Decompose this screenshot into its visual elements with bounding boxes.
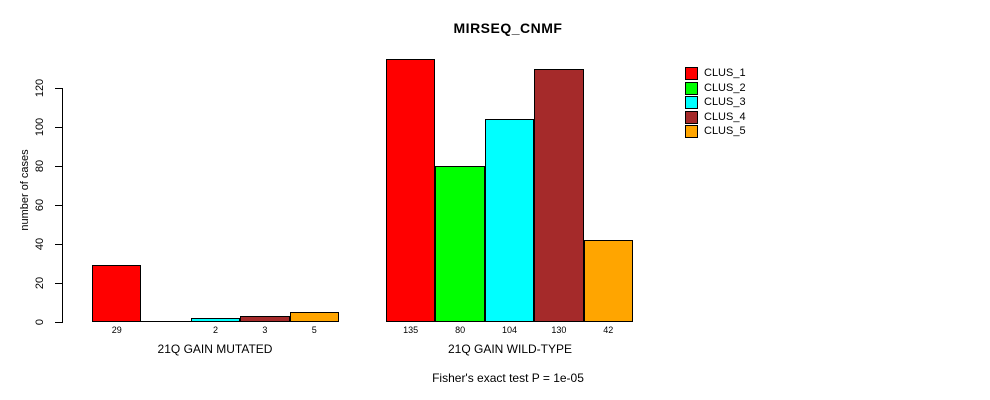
bar-clus-2-21q-gain-mutated <box>141 321 191 322</box>
legend-color-swatch <box>685 81 698 95</box>
legend-item-clus-3: CLUS_3 <box>685 96 746 109</box>
y-axis-tick <box>55 166 62 167</box>
bar-value-label: 42 <box>603 325 614 335</box>
legend-color-swatch <box>685 96 698 109</box>
legend-item-clus-5: CLUS_5 <box>685 125 746 138</box>
legend-item-label: CLUS_2 <box>704 81 746 94</box>
bar-clus-1-21q-gain-wild-type <box>386 58 436 322</box>
bar-clus-5-21q-gain-wild-type <box>583 240 633 322</box>
x-axis-group-label-mutated: 21Q GAIN MUTATED <box>157 342 273 356</box>
legend-item-clus-4: CLUS_4 <box>685 110 746 124</box>
y-axis-tick-label-text: 120 <box>34 78 46 98</box>
y-axis-tick <box>55 322 62 323</box>
legend-item-clus-2: CLUS_2 <box>685 81 746 95</box>
legend-item-label: CLUS_4 <box>704 110 746 123</box>
bar-value-label: 3 <box>262 325 268 335</box>
y-axis-tick-label-text: 60 <box>34 198 46 212</box>
bar-value-label: 29 <box>111 325 122 335</box>
y-axis-tick-label-text: 20 <box>34 276 46 290</box>
bar-clus-4-21q-gain-mutated <box>240 316 290 322</box>
bar-clus-3-21q-gain-mutated <box>190 318 241 322</box>
chart-title: MIRSEQ_CNMF <box>453 20 563 36</box>
fisher-test-annotation: Fisher's exact test P = 1e-05 <box>432 371 584 385</box>
bar-clus-3-21q-gain-wild-type <box>484 119 535 322</box>
y-axis-line <box>62 88 63 323</box>
bar-clus-5-21q-gain-mutated <box>289 312 339 322</box>
bar-clus-1-21q-gain-mutated <box>92 265 142 322</box>
bar-value-label: 130 <box>551 325 567 335</box>
y-axis-tick-label-text: 0 <box>34 318 46 326</box>
bar-value-label: 104 <box>501 325 517 335</box>
bar-value-label: 5 <box>311 325 317 335</box>
y-axis-tick <box>55 127 62 128</box>
bar-value-label: 2 <box>212 325 218 335</box>
y-axis-tick <box>55 88 62 89</box>
y-axis-tick-label-text: 100 <box>34 117 46 137</box>
legend-color-swatch <box>685 110 698 124</box>
legend-item-label: CLUS_1 <box>704 67 746 79</box>
legend-color-swatch <box>685 67 698 80</box>
y-axis-tick <box>55 283 62 284</box>
y-axis-tick <box>55 244 62 245</box>
legend-item-label: CLUS_3 <box>704 96 746 108</box>
bar-value-label: 80 <box>455 325 466 335</box>
legend-item-clus-1: CLUS_1 <box>685 67 746 80</box>
x-axis-group-label-wildtype: 21Q GAIN WILD-TYPE <box>447 342 573 356</box>
legend-color-swatch <box>685 125 698 138</box>
y-axis-tick-label-text: 40 <box>34 237 46 251</box>
bar-value-label: 135 <box>403 325 419 335</box>
bar-clus-4-21q-gain-wild-type <box>534 68 584 322</box>
y-axis-tick-label-text: 80 <box>34 159 46 173</box>
legend-item-label: CLUS_5 <box>704 125 746 137</box>
y-axis-label-text: number of cases <box>19 149 31 231</box>
bar-clus-2-21q-gain-wild-type <box>435 166 485 322</box>
y-axis-tick <box>55 205 62 206</box>
